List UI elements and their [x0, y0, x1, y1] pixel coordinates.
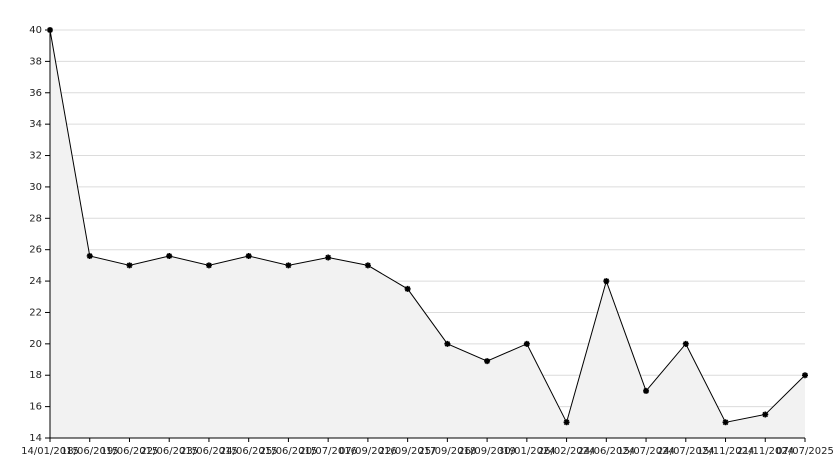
y-tick-label: 32: [29, 151, 42, 162]
x-tick-label: 19/06/2015: [101, 446, 159, 457]
y-tick-label: 30: [29, 182, 42, 193]
x-tick-label: 22/06/2015: [140, 446, 198, 457]
x-tick-label: 26/02/2024: [538, 446, 596, 457]
point-marker: [722, 419, 729, 426]
x-tick-label: 25/09/2018: [419, 446, 477, 457]
point-marker: [205, 262, 212, 269]
point-marker: [643, 387, 650, 394]
point-marker: [404, 285, 411, 292]
x-tick-label: 15/07/2024: [617, 446, 675, 457]
area: [50, 30, 805, 438]
y-tick-label: 26: [29, 245, 42, 256]
point-marker: [603, 278, 610, 285]
x-tick-label: 25/06/2015: [260, 446, 318, 457]
point-marker: [444, 340, 451, 347]
x-tick-label: 07/07/2025: [776, 446, 834, 457]
x-tick-label: 23/06/2015: [180, 446, 238, 457]
y-tick-label: 20: [29, 339, 42, 350]
x-tick-label: 20/07/2016: [299, 446, 357, 457]
y-tick-label: 34: [29, 119, 42, 130]
x-tick-label: 07/09/2016: [339, 446, 397, 457]
y-tick-label: 36: [29, 88, 42, 99]
x-tick-label: 26/09/2019: [458, 446, 516, 457]
x-tick-label: 18/06/2015: [61, 446, 119, 457]
point-marker: [126, 262, 133, 269]
point-marker: [523, 340, 530, 347]
x-tick-label: 24/07/2024: [657, 446, 715, 457]
x-tick-label: 14/01/2015: [21, 446, 79, 457]
y-tick-label: 16: [29, 402, 42, 413]
y-tick-label: 24: [29, 276, 42, 287]
y-tick-label: 18: [29, 370, 42, 381]
y-tick-label: 40: [29, 25, 42, 36]
x-tick-label: 15/11/2024: [697, 446, 755, 457]
point-marker: [484, 358, 491, 365]
x-tick-label: 24/06/2024: [577, 446, 635, 457]
point-marker: [563, 419, 570, 426]
y-tick-label: 22: [29, 307, 42, 318]
point-marker: [86, 252, 93, 259]
point-marker: [245, 252, 252, 259]
y-tick-label: 38: [29, 56, 42, 67]
point-marker: [762, 411, 769, 418]
point-marker: [285, 262, 292, 269]
x-tick-label: 21/11/2024: [736, 446, 794, 457]
point-marker: [682, 340, 689, 347]
point-marker: [166, 252, 173, 259]
x-tick-label: 22/09/2017: [379, 446, 437, 457]
point-marker: [325, 254, 332, 261]
y-tick-label: 28: [29, 213, 42, 224]
x-tick-label: 30/01/2024: [498, 446, 556, 457]
point-marker: [364, 262, 371, 269]
y-tick-label: 14: [29, 433, 42, 444]
point-marker: [802, 372, 808, 379]
line: [49, 29, 806, 424]
x-tick-label: 24/06/2015: [220, 446, 278, 457]
